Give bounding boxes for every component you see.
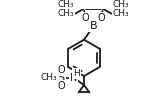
Text: O: O [57,65,65,75]
Text: CH₃: CH₃ [58,9,74,18]
Text: H: H [73,69,80,78]
Text: CH₃: CH₃ [41,73,57,82]
Text: S: S [57,73,65,83]
Text: CH₃: CH₃ [112,0,129,9]
Text: O: O [98,13,105,23]
Text: O: O [57,81,65,91]
Text: CH₃: CH₃ [112,9,129,18]
Text: B: B [90,21,97,31]
Text: CH₃: CH₃ [58,0,74,9]
Text: N: N [70,73,77,83]
Text: O: O [81,13,89,23]
